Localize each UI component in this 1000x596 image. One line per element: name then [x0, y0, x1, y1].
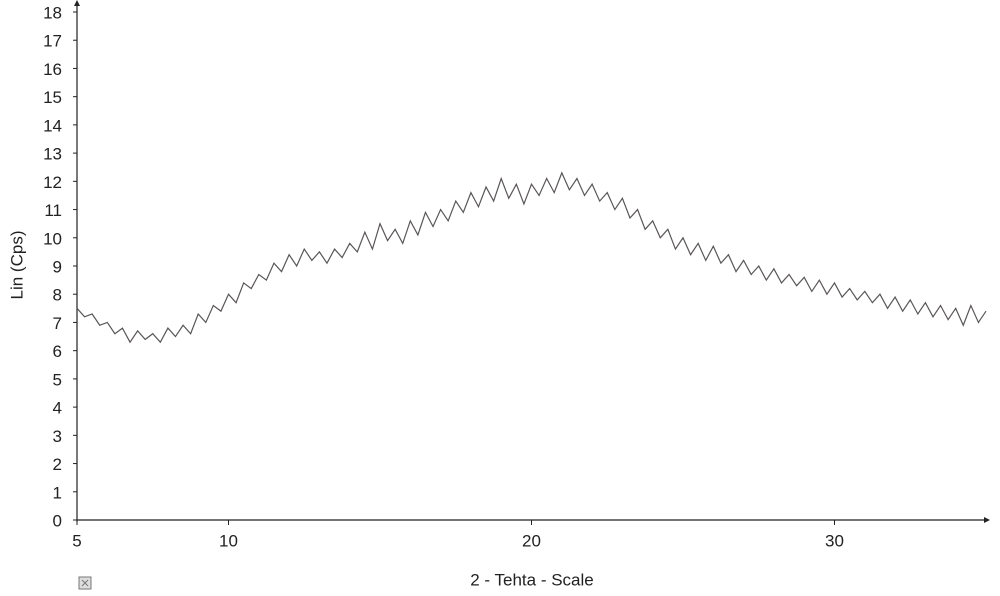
data-line: [76, 171, 987, 344]
y-tick-label: 4: [53, 399, 62, 418]
y-tick-label: 6: [53, 342, 62, 361]
y-tick-label: 9: [53, 257, 62, 276]
y-tick-label: 10: [43, 229, 62, 248]
y-tick-label: 14: [43, 116, 62, 135]
y-tick-label: 18: [43, 3, 62, 22]
y-tick-label: 2: [53, 455, 62, 474]
y-tick-label: 3: [53, 427, 62, 446]
x-tick-label: 10: [219, 531, 238, 550]
y-axis-title: Lin (Cps): [7, 231, 26, 300]
y-tick-label: 0: [53, 511, 62, 530]
y-tick-label: 13: [43, 145, 62, 164]
y-tick-label: 11: [44, 201, 62, 220]
axis-arrow: [74, 0, 80, 6]
y-tick-label: 12: [43, 173, 62, 192]
x-tick-label: 20: [522, 531, 541, 550]
y-tick-label: 15: [43, 88, 62, 107]
legend-icon: [78, 576, 92, 590]
x-tick-label: 30: [825, 531, 844, 550]
y-tick-label: 5: [53, 370, 62, 389]
y-tick-label: 17: [43, 32, 62, 51]
y-tick-label: 1: [53, 483, 62, 502]
y-tick-label: 8: [53, 286, 62, 305]
y-tick-label: 16: [43, 60, 62, 79]
y-tick-label: 7: [53, 314, 62, 333]
axis-arrow: [984, 517, 990, 523]
x-tick-label: 5: [72, 531, 81, 550]
x-axis-title: 2 - Tehta - Scale: [470, 570, 593, 589]
